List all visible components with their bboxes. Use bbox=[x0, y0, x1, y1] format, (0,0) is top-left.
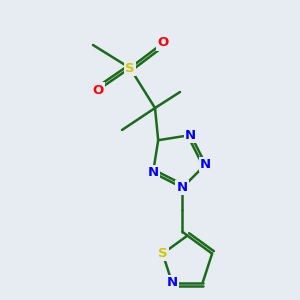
Text: N: N bbox=[185, 129, 196, 142]
Text: S: S bbox=[125, 61, 135, 74]
Text: N: N bbox=[200, 158, 211, 171]
Text: S: S bbox=[158, 247, 167, 260]
Text: O: O bbox=[92, 83, 104, 97]
Text: N: N bbox=[177, 181, 188, 194]
Text: N: N bbox=[148, 166, 159, 179]
Text: N: N bbox=[167, 276, 178, 289]
Text: O: O bbox=[158, 37, 169, 50]
